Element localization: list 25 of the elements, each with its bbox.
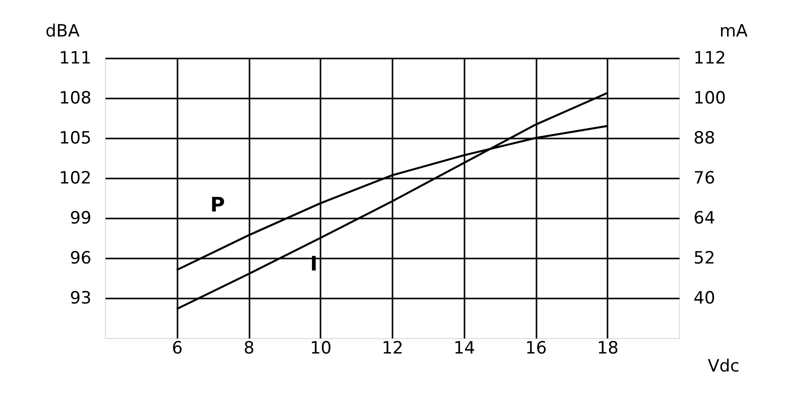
x-axis-title: Vdc xyxy=(708,356,740,376)
x-tick-label: 16 xyxy=(525,338,547,358)
x-tick-label: 6 xyxy=(172,338,183,358)
x-tick-label: 12 xyxy=(382,338,404,358)
x-tick-label: 18 xyxy=(596,338,619,358)
y-tick-label: 99 xyxy=(70,208,92,228)
y2-axis-title: mA xyxy=(720,22,748,42)
x-tick-label: 10 xyxy=(310,338,332,358)
series-label: P xyxy=(210,192,225,216)
y2-tick-label: 52 xyxy=(694,248,716,268)
y2-tick-label: 100 xyxy=(694,88,726,108)
x-tick-label: 8 xyxy=(244,338,254,358)
y2-tick-label: 88 xyxy=(694,128,716,148)
y-axis-title: dBA xyxy=(46,22,80,42)
x-tick-label: 14 xyxy=(453,338,476,358)
y2-tick-label: 112 xyxy=(694,48,726,68)
y-tick-label: 111 xyxy=(59,48,92,68)
y-tick-label: 105 xyxy=(59,128,92,148)
y-tick-label: 102 xyxy=(59,168,92,188)
y-tick-label: 96 xyxy=(70,248,92,268)
y2-tick-label: 76 xyxy=(694,168,716,188)
y-tick-label: 108 xyxy=(59,88,92,108)
y2-tick-label: 40 xyxy=(694,288,716,308)
y2-tick-label: 64 xyxy=(694,208,716,228)
y-tick-label: 93 xyxy=(70,288,92,308)
